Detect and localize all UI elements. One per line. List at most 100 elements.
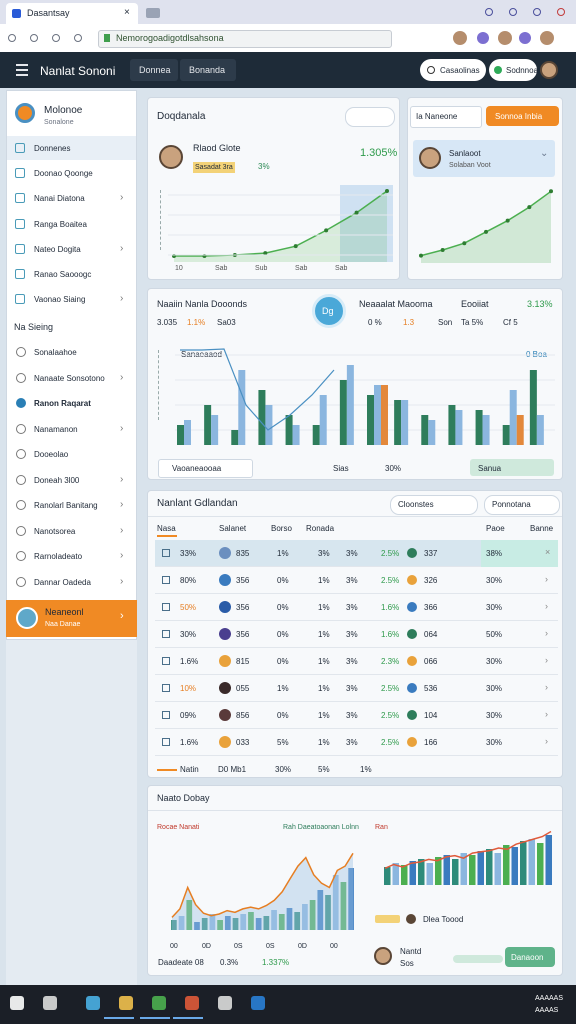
table-row[interactable] (155, 567, 558, 594)
sidebar-bottom (6, 640, 137, 985)
bar (325, 895, 331, 930)
toolbar-icon (519, 32, 531, 44)
table-row[interactable] (155, 621, 558, 648)
nav-item[interactable]: Ranga Boaitea (34, 219, 87, 229)
bar (217, 920, 223, 930)
button[interactable] (470, 459, 554, 476)
nav-item[interactable]: Nanotsorea (34, 526, 76, 536)
card-title: Eooiiat (461, 299, 489, 309)
nav-item[interactable]: Doonao Qoonge (34, 169, 93, 179)
row-action: × (545, 547, 551, 557)
avatar (540, 61, 558, 79)
card-actions[interactable] (345, 107, 395, 127)
taskbar-app[interactable] (251, 996, 265, 1010)
bar (317, 890, 324, 930)
tab-close[interactable]: × (124, 7, 130, 18)
taskbar-app[interactable] (152, 996, 166, 1010)
table-row[interactable] (155, 648, 558, 675)
cell: 2.5% (381, 738, 400, 747)
bar (255, 918, 262, 930)
nav-icon (16, 347, 26, 357)
taskbar-app[interactable] (119, 996, 133, 1010)
profile-icon (15, 103, 35, 123)
row-icon (219, 736, 231, 748)
nav-item[interactable]: Ranon Raqarat (34, 399, 91, 408)
checkbox[interactable] (162, 549, 170, 557)
nav-item[interactable]: Nateo Dogita (34, 244, 81, 254)
avatar (374, 947, 392, 965)
line (180, 348, 335, 431)
checkbox[interactable] (162, 657, 170, 665)
card (147, 785, 563, 976)
taskbar-app[interactable] (10, 996, 24, 1010)
card-title: Doqdanala (157, 111, 206, 122)
checkbox[interactable] (162, 684, 170, 692)
nav-icon (15, 218, 25, 229)
checkbox[interactable] (162, 630, 170, 638)
bar (312, 425, 320, 445)
url-field[interactable] (98, 30, 392, 48)
table-row[interactable] (155, 702, 558, 729)
nav-icon (15, 193, 25, 204)
nav-item[interactable]: Nanai Diatona (34, 194, 85, 204)
nav-item[interactable]: Rarnoladeato (34, 552, 83, 561)
cell: 5% (277, 738, 289, 747)
bar (516, 415, 524, 445)
bar (278, 914, 285, 930)
nav-item[interactable]: Doneah 3l00 (34, 475, 80, 485)
filter[interactable] (158, 459, 253, 478)
overview-chart (168, 185, 393, 262)
nav-item[interactable]: Ranolarl Banitang (34, 501, 98, 510)
button[interactable] (486, 106, 559, 126)
checkbox[interactable] (162, 738, 170, 746)
taskbar-app[interactable] (43, 996, 57, 1010)
search-pill[interactable] (420, 59, 486, 81)
bar (292, 425, 300, 445)
taskbar-app[interactable] (185, 996, 199, 1010)
row-icon (219, 601, 231, 613)
cell: 033 (236, 738, 250, 747)
row-icon (407, 710, 417, 720)
person-sub: Solaban Voot (449, 162, 491, 169)
x-tick-label: Sab (295, 265, 308, 272)
checkbox[interactable] (162, 576, 170, 584)
axis-hint (160, 190, 164, 250)
user-pill[interactable] (489, 59, 537, 81)
nav-item[interactable]: Sonalaahoe (34, 348, 77, 357)
checkbox[interactable] (162, 711, 170, 719)
cell: 0% (277, 657, 289, 666)
cell: 1% (318, 711, 330, 720)
cell: 30% (486, 738, 503, 747)
bar (374, 385, 381, 445)
cell: 30% (180, 630, 197, 639)
nav-item[interactable]: Dannar Oadeda (34, 577, 91, 587)
checkbox[interactable] (162, 603, 170, 611)
browser-tab[interactable] (6, 3, 138, 24)
header-tab[interactable] (180, 59, 236, 81)
nav-item[interactable]: Ranao Saooogc (34, 270, 92, 279)
table-row[interactable] (155, 675, 558, 702)
filter[interactable] (390, 495, 478, 515)
nav-item[interactable]: Dooeolao (34, 450, 69, 459)
lock-icon (104, 34, 110, 42)
taskbar-app[interactable] (218, 996, 232, 1010)
cell: 2.5% (381, 711, 400, 720)
area (172, 853, 353, 930)
taskbar-app[interactable] (86, 996, 100, 1010)
nav-item[interactable]: Donnenes (34, 144, 71, 153)
nav-item[interactable]: Nanaate Sonsotono (34, 373, 105, 383)
person-sub: Sos (400, 959, 414, 968)
header-tab[interactable] (130, 59, 178, 81)
nav-item[interactable]: Nanamanon (34, 424, 78, 434)
legend-label: Rocae Nanati (157, 824, 200, 831)
menu[interactable] (410, 106, 482, 128)
nav-button (30, 34, 38, 42)
point (263, 251, 268, 256)
table-row[interactable] (155, 729, 558, 756)
table-row[interactable] (155, 594, 558, 621)
nav-item[interactable]: Vaonao Siaing (34, 295, 86, 305)
filter[interactable] (484, 495, 560, 515)
button[interactable] (505, 947, 555, 967)
new-tab[interactable] (146, 8, 160, 18)
bar (201, 918, 208, 930)
